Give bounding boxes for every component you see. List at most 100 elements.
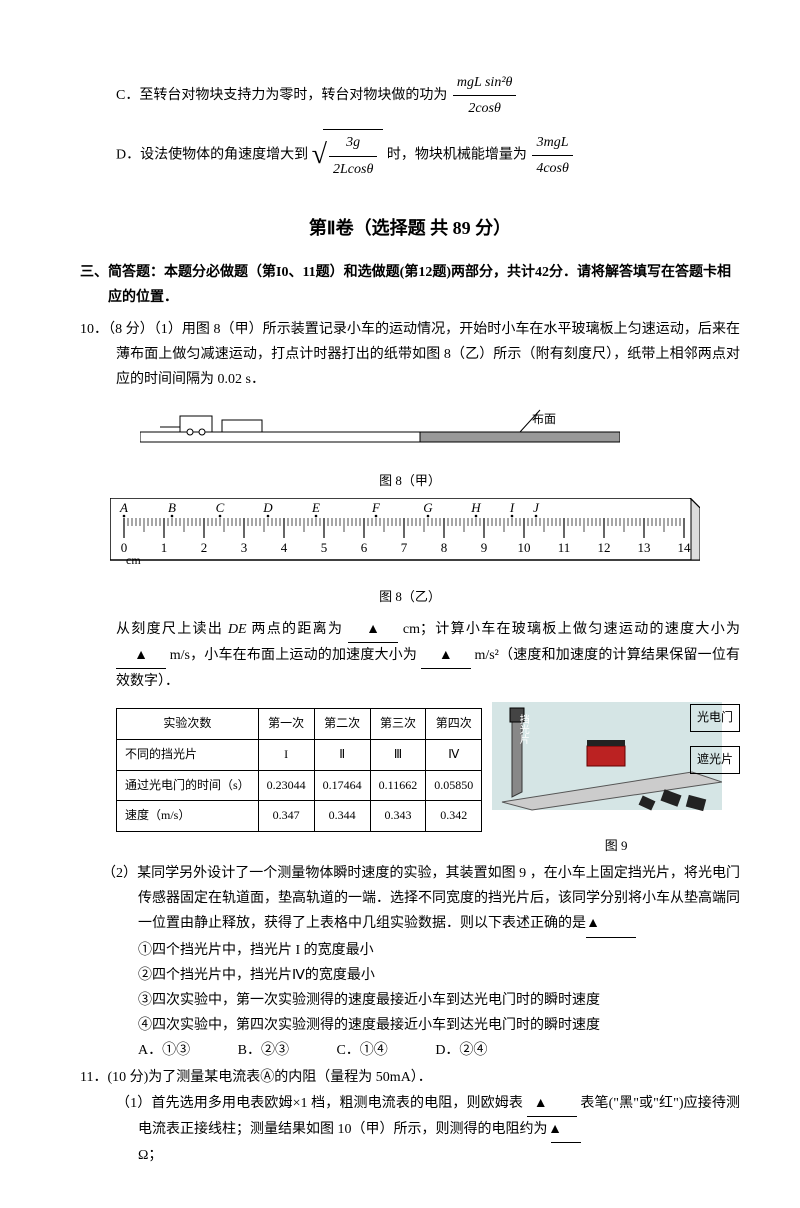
td: 速度（m/s） bbox=[117, 801, 259, 832]
legend-2: 遮光片 bbox=[690, 746, 740, 774]
svg-text:10: 10 bbox=[518, 540, 531, 555]
table-row: 实验次数 第一次 第二次 第三次 第四次 bbox=[117, 709, 482, 740]
td: 0.23044 bbox=[258, 770, 314, 801]
th: 第一次 bbox=[258, 709, 314, 740]
td: Ⅱ bbox=[314, 739, 370, 770]
svg-text:11: 11 bbox=[558, 540, 571, 555]
opt-d-num: 3mgL bbox=[532, 130, 573, 156]
choices-row: A．①③ B．②③ C．①④ D．②④ bbox=[138, 1038, 740, 1063]
t3: cm；计算小车在玻璃板上做匀速运动的速度大小为 bbox=[403, 622, 740, 637]
fig8a-caption: 图 8（甲） bbox=[80, 469, 740, 492]
fig8b-caption: 图 8（乙） bbox=[80, 585, 740, 608]
td: 0.342 bbox=[426, 801, 482, 832]
th: 第二次 bbox=[314, 709, 370, 740]
th: 第四次 bbox=[426, 709, 482, 740]
svg-text:cm: cm bbox=[126, 553, 141, 567]
svg-text:F: F bbox=[371, 500, 381, 515]
blank-1[interactable]: ▲ bbox=[348, 617, 398, 643]
opt-4: ④四次实验中，第四次实验测得的速度最接近小车到达光电门时的瞬时速度 bbox=[138, 1013, 740, 1038]
opt-c-frac: mgL sin²θ 2cosθ bbox=[453, 70, 517, 121]
th: 第三次 bbox=[370, 709, 426, 740]
q10-blanks: 从刻度尺上读出 DE 两点的距离为 ▲ cm；计算小车在玻璃板上做匀速运动的速度… bbox=[116, 617, 740, 695]
svg-text:14: 14 bbox=[678, 540, 692, 555]
opt-d-den: 4cosθ bbox=[532, 156, 573, 181]
choice-b[interactable]: B．②③ bbox=[238, 1038, 289, 1063]
table-row: 速度（m/s） 0.347 0.344 0.343 0.342 bbox=[117, 801, 482, 832]
svg-text:5: 5 bbox=[321, 540, 328, 555]
svg-text:12: 12 bbox=[598, 540, 611, 555]
svg-text:2: 2 bbox=[201, 540, 208, 555]
opt-c-num: mgL sin²θ bbox=[453, 70, 517, 96]
opt-c-text: 至转台对物块支持力为零时，转台对物块做的功为 bbox=[139, 88, 447, 103]
td: 0.344 bbox=[314, 801, 370, 832]
blank-2[interactable]: ▲ bbox=[116, 643, 166, 669]
svg-text:B: B bbox=[168, 500, 176, 515]
td: Ⅲ bbox=[370, 739, 426, 770]
q10-part2: （2）某同学另外设计了一个测量物体瞬时速度的实验，其装置如图 9 ，在小车上固定… bbox=[80, 861, 740, 938]
svg-text:C: C bbox=[216, 500, 225, 515]
td: I bbox=[258, 739, 314, 770]
opt-3: ③四次实验中，第一次实验测得的速度最接近小车到达光电门时的瞬时速度 bbox=[138, 988, 740, 1013]
section-title: 第Ⅱ卷（选择题 共 89 分） bbox=[80, 212, 740, 244]
table-row: 不同的挡光片 I Ⅱ Ⅲ Ⅳ bbox=[117, 739, 482, 770]
opt-d-text2: 时，物块机械能增量为 bbox=[387, 148, 527, 163]
t2: 两点的距离为 bbox=[251, 622, 343, 637]
opt-d-sqrt-num: 3g bbox=[329, 130, 377, 156]
opt-2: ②四个挡光片中，挡光片Ⅳ的宽度最小 bbox=[138, 963, 740, 988]
th: 实验次数 bbox=[117, 709, 259, 740]
choice-a[interactable]: A．①③ bbox=[138, 1038, 190, 1063]
svg-text:3: 3 bbox=[241, 540, 248, 555]
q11-line1: 11．(10 分)为了测量某电流表Ⓐ的内阻（量程为 50mA）． bbox=[80, 1065, 740, 1090]
choice-c[interactable]: C．①④ bbox=[336, 1038, 387, 1063]
choice-d[interactable]: D．②④ bbox=[435, 1038, 487, 1063]
ruler-figure: ABCDEFGHIJ01234567891011121314cm bbox=[110, 498, 740, 581]
svg-text:G: G bbox=[423, 500, 433, 515]
td: 0.347 bbox=[258, 801, 314, 832]
q10-text: 10．（8 分）（1）用图 8（甲）所示装置记录小车的运动情况，开始时小车在水平… bbox=[80, 317, 740, 393]
sqrt-icon: √ 3g 2Lcosθ bbox=[312, 129, 384, 181]
option-d: D．设法使物体的角速度增大到 √ 3g 2Lcosθ 时，物块机械能增量为 3m… bbox=[116, 129, 740, 181]
svg-text:8: 8 bbox=[441, 540, 448, 555]
data-table: 实验次数 第一次 第二次 第三次 第四次 不同的挡光片 I Ⅱ Ⅲ Ⅳ 通过光电… bbox=[116, 708, 482, 831]
svg-text:E: E bbox=[311, 500, 320, 515]
opt-d-sqrt-den: 2Lcosθ bbox=[329, 157, 377, 182]
t4: m/s，小车在布面上运动的加速度大小为 bbox=[170, 648, 417, 663]
blank-3[interactable]: ▲ bbox=[421, 643, 471, 669]
legend-1: 光电门 bbox=[690, 704, 740, 732]
opt-d-text1: 设法使物体的角速度增大到 bbox=[140, 148, 308, 163]
q3-header: 三、简答题：本题分必做题（第I0、11题）和选做题(第12题)两部分，共计42分… bbox=[80, 260, 740, 310]
td: 0.05850 bbox=[426, 770, 482, 801]
svg-text:6: 6 bbox=[361, 540, 368, 555]
vert-label: 挡光片 bbox=[513, 714, 531, 744]
opt-c-label: C． bbox=[116, 88, 139, 103]
td: 0.11662 bbox=[370, 770, 426, 801]
opt-d-frac: 3mgL 4cosθ bbox=[532, 130, 573, 181]
svg-text:I: I bbox=[509, 500, 515, 515]
blank-4[interactable]: ▲ bbox=[586, 911, 636, 937]
table-row: 通过光电门的时间（s） 0.23044 0.17464 0.11662 0.05… bbox=[117, 770, 482, 801]
td: 0.343 bbox=[370, 801, 426, 832]
q11c: Ω； bbox=[138, 1148, 162, 1163]
de-label: DE bbox=[228, 622, 247, 637]
blank-5[interactable]: ▲ bbox=[527, 1091, 577, 1117]
cloth-label: 布面 bbox=[532, 409, 572, 431]
td: Ⅳ bbox=[426, 739, 482, 770]
svg-text:13: 13 bbox=[638, 540, 651, 555]
td: 通过光电门的时间（s） bbox=[117, 770, 259, 801]
figure-9: 光电门 遮光片 挡光片 图 9 bbox=[492, 702, 740, 859]
opt-1: ①四个挡光片中，挡光片 I 的宽度最小 bbox=[138, 938, 740, 963]
fig9-caption: 图 9 bbox=[492, 834, 740, 857]
svg-text:4: 4 bbox=[281, 540, 288, 555]
opt-d-label: D． bbox=[116, 148, 140, 163]
svg-text:7: 7 bbox=[401, 540, 408, 555]
td: 不同的挡光片 bbox=[117, 739, 259, 770]
opt-c-den: 2cosθ bbox=[453, 96, 517, 121]
q11-line2: （1）首先选用多用电表欧姆×1 档，粗测电流表的电阻，则欧姆表 ▲ 表笔("黑"… bbox=[116, 1091, 740, 1169]
svg-text:1: 1 bbox=[161, 540, 168, 555]
option-c: C．至转台对物块支持力为零时，转台对物块做的功为 mgL sin²θ 2cosθ bbox=[116, 70, 740, 121]
svg-text:D: D bbox=[262, 500, 273, 515]
svg-text:9: 9 bbox=[481, 540, 488, 555]
t1: 从刻度尺上读出 bbox=[116, 622, 223, 637]
blank-6[interactable]: ▲ bbox=[551, 1117, 581, 1143]
svg-text:A: A bbox=[119, 500, 128, 515]
